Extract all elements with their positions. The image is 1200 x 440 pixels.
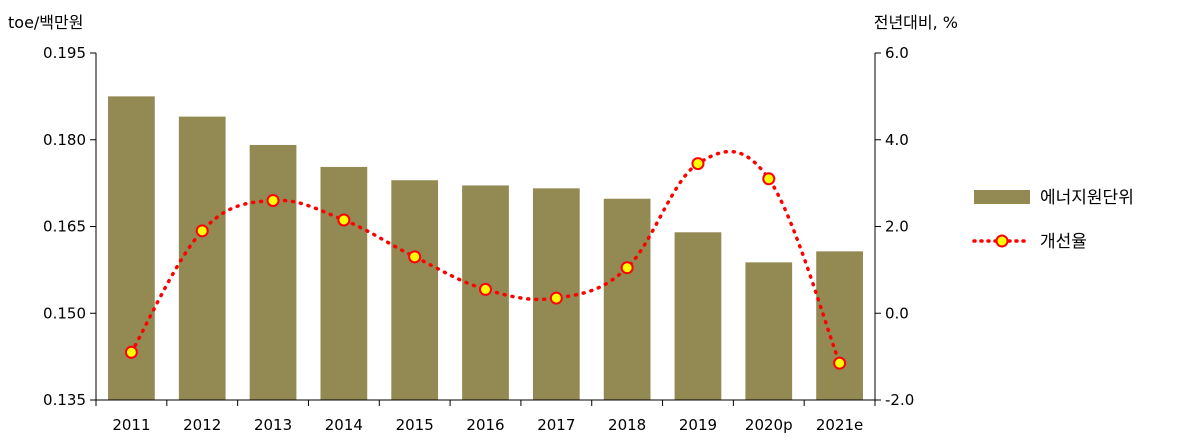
- improvement-point-2017: [549, 291, 563, 305]
- right-tick-label-0: 6.0: [885, 44, 909, 62]
- bar-2019: [674, 232, 722, 400]
- x-tick-label-2018: 2018: [608, 416, 646, 434]
- legend: 에너지원단위 개선율: [972, 188, 1134, 252]
- improvement-point-2016: [479, 282, 492, 296]
- x-tick-label-2019: 2019: [679, 416, 717, 434]
- legend-swatch-improvement-marker: [995, 234, 1009, 248]
- x-tick-label-2012: 2012: [183, 416, 221, 434]
- bar-2012: [178, 116, 226, 400]
- bar-2015: [391, 180, 439, 400]
- right-tick-label-2: 2.0: [885, 218, 909, 236]
- legend-swatch-energy-intensity: [974, 190, 1030, 204]
- x-tick-label-2015: 2015: [396, 416, 434, 434]
- right-axis-unit-label: 전년대비, %: [874, 13, 958, 32]
- x-tick-label-2014: 2014: [325, 416, 363, 434]
- x-tick-label-2011: 2011: [112, 416, 150, 434]
- legend-label-energy-intensity: 에너지원단위: [1040, 188, 1134, 208]
- x-tick-label-2021e: 2021e: [816, 416, 863, 434]
- bar-2014: [320, 166, 368, 400]
- x-tick-label-2017: 2017: [537, 416, 575, 434]
- improvement-point-2014: [337, 213, 351, 227]
- left-tick-label-4: 0.135: [43, 391, 86, 409]
- right-tick-label-1: 4.0: [885, 131, 909, 149]
- improvement-point-2015: [408, 250, 422, 264]
- left-axis-unit-label: toe/백만원: [8, 13, 83, 32]
- left-tick-label-0: 0.195: [43, 44, 86, 62]
- improvement-point-2021e: [833, 356, 847, 370]
- bar-2013: [249, 144, 297, 400]
- left-tick-label-2: 0.165: [43, 218, 86, 236]
- left-tick-label-1: 0.180: [43, 131, 86, 149]
- x-tick-label-2020p: 2020p: [745, 416, 793, 434]
- left-tick-label-3: 0.150: [43, 304, 86, 322]
- improvement-point-2020p: [762, 172, 776, 186]
- improvement-point-2019: [691, 157, 705, 171]
- x-tick-label-2016: 2016: [466, 416, 504, 434]
- right-tick-label-4: -2.0: [885, 391, 914, 409]
- bar-2018: [603, 198, 651, 400]
- improvement-point-2013: [266, 193, 280, 207]
- improvement-point-2012: [195, 224, 209, 238]
- improvement-point-2018: [620, 261, 634, 275]
- improvement-point-2011: [124, 345, 138, 359]
- bar-2020p: [745, 262, 793, 400]
- right-tick-label-3: 0.0: [885, 304, 909, 322]
- plot-area: 0.195 0.180 0.165 0.150 0.135 6.0 4.0 2.0 0.0 -2.…: [43, 44, 914, 434]
- bar-2021e: [816, 251, 863, 400]
- x-tick-label-2013: 2013: [254, 416, 292, 434]
- improvement-rate-line: [129, 149, 842, 365]
- legend-label-improvement-rate: 개선율: [1040, 232, 1087, 252]
